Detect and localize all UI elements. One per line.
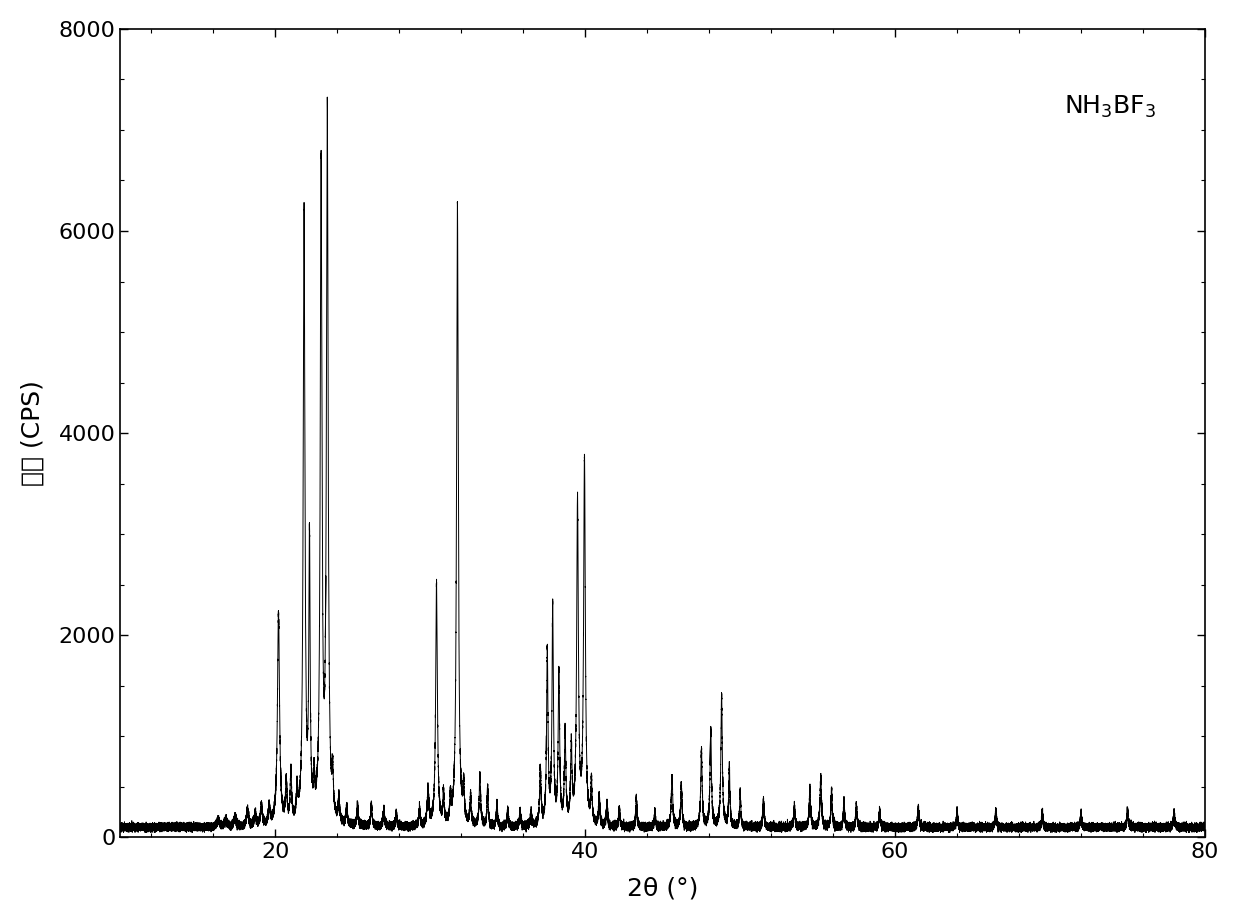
X-axis label: 2θ (°): 2θ (°) (627, 876, 698, 900)
Y-axis label: 强度 (CPS): 强度 (CPS) (21, 380, 45, 486)
Text: NH$_3$BF$_3$: NH$_3$BF$_3$ (1064, 94, 1156, 120)
